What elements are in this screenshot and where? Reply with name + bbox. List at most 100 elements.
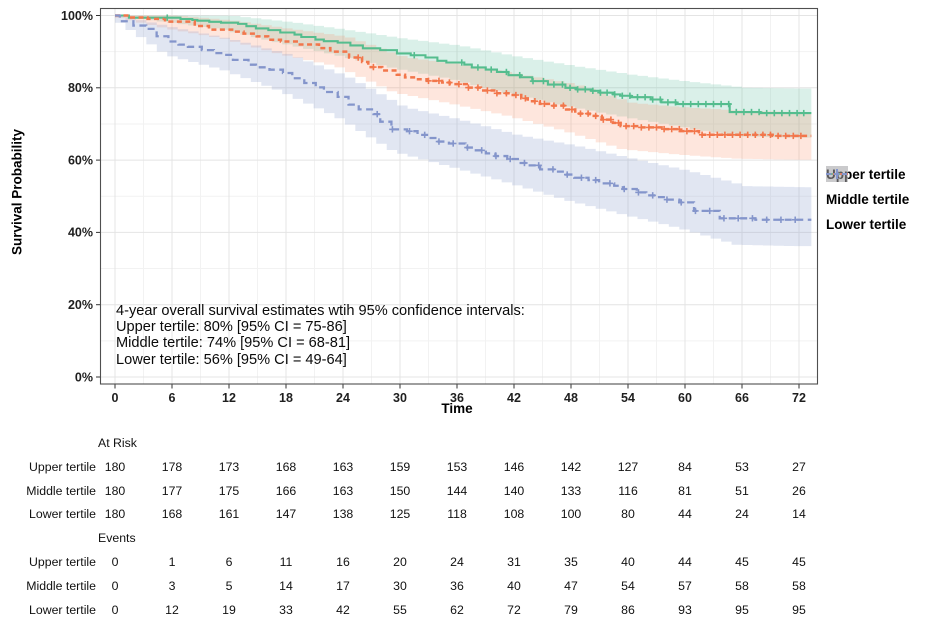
legend-label: Lower tertile xyxy=(826,216,907,232)
risk-table-value: 6 xyxy=(225,555,233,569)
risk-table-value: 54 xyxy=(621,579,635,593)
risk-table-value: 53 xyxy=(735,460,749,474)
legend-item: Middle tertile xyxy=(826,166,910,208)
risk-table-row-label: Middle tertile xyxy=(26,579,96,593)
svg-text:80%: 80% xyxy=(68,81,93,95)
annotation-line: Lower tertile: 56% [95% CI = 49-64] xyxy=(116,351,347,368)
risk-table-value: 180 xyxy=(104,507,126,521)
risk-table-value: 31 xyxy=(507,555,521,569)
risk-table-value: 81 xyxy=(678,484,692,498)
risk-table-value: 138 xyxy=(332,507,354,521)
risk-table-value: 159 xyxy=(389,460,411,474)
risk-table-value: 163 xyxy=(332,460,354,474)
risk-table-value: 140 xyxy=(503,484,525,498)
risk-table-row-label: Lower tertile xyxy=(29,603,96,617)
risk-table-value: 19 xyxy=(222,603,236,617)
svg-text:72: 72 xyxy=(792,391,806,405)
risk-table-value: 26 xyxy=(792,484,806,498)
risk-table-value: 11 xyxy=(279,555,293,569)
risk-table-value: 12 xyxy=(165,603,179,617)
svg-text:54: 54 xyxy=(621,391,635,405)
risk-table-value: 42 xyxy=(336,603,350,617)
risk-table-value: 24 xyxy=(735,507,749,521)
risk-table-value: 86 xyxy=(621,603,635,617)
svg-text:100%: 100% xyxy=(61,9,93,23)
risk-table-value: 166 xyxy=(275,484,297,498)
risk-table-value: 79 xyxy=(564,603,578,617)
svg-text:24: 24 xyxy=(336,391,350,405)
risk-table-value: 161 xyxy=(218,507,240,521)
risk-table-value: 0 xyxy=(111,555,119,569)
risk-table-value: 44 xyxy=(678,555,692,569)
annotation-line: 4-year overall survival estimates wtih 9… xyxy=(116,303,525,319)
svg-text:66: 66 xyxy=(735,391,749,405)
risk-table-value: 177 xyxy=(161,484,183,498)
risk-table-value: 3 xyxy=(168,579,176,593)
svg-text:0: 0 xyxy=(112,391,119,405)
svg-text:60: 60 xyxy=(678,391,692,405)
svg-text:0%: 0% xyxy=(75,370,93,384)
risk-table-value: 44 xyxy=(678,507,692,521)
risk-table-value: 0 xyxy=(111,603,119,617)
legend-label: Middle tertile xyxy=(826,191,910,207)
risk-table-value: 178 xyxy=(161,460,183,474)
risk-table-value: 17 xyxy=(336,579,350,593)
annotation-box: 4-year overall survival estimates wtih 9… xyxy=(116,303,525,368)
risk-table-value: 100 xyxy=(560,507,582,521)
risk-table-value: 58 xyxy=(792,579,806,593)
risk-table-value: 147 xyxy=(275,507,297,521)
risk-table-value: 146 xyxy=(503,460,525,474)
risk-table-value: 142 xyxy=(560,460,582,474)
risk-table-value: 168 xyxy=(161,507,183,521)
risk-table-value: 30 xyxy=(393,579,407,593)
legend-key-icon xyxy=(826,166,848,182)
risk-table-value: 51 xyxy=(735,484,749,498)
risk-table-value: 108 xyxy=(503,507,525,521)
svg-text:48: 48 xyxy=(564,391,578,405)
risk-table-value: 62 xyxy=(450,603,464,617)
risk-table-value: 1 xyxy=(168,555,176,569)
risk-table-value: 150 xyxy=(389,484,411,498)
risk-table-value: 116 xyxy=(618,484,638,498)
risk-table-value: 180 xyxy=(104,484,126,498)
risk-table-value: 127 xyxy=(617,460,639,474)
svg-text:20%: 20% xyxy=(68,298,93,312)
risk-table-value: 80 xyxy=(621,507,635,521)
risk-table-value: 55 xyxy=(393,603,407,617)
risk-table-value: 36 xyxy=(450,579,464,593)
risk-table-value: 133 xyxy=(560,484,582,498)
risk-table-value: 144 xyxy=(446,484,468,498)
risk-table-value: 125 xyxy=(389,507,411,521)
risk-table-value: 95 xyxy=(735,603,749,617)
risk-table-row-label: Upper tertile xyxy=(29,555,96,569)
svg-text:18: 18 xyxy=(279,391,293,405)
risk-table-value: 45 xyxy=(735,555,749,569)
risk-table-value: 180 xyxy=(104,460,126,474)
risk-table-value: 40 xyxy=(621,555,635,569)
risk-table-value: 57 xyxy=(678,579,692,593)
risk-table-value: 173 xyxy=(218,460,240,474)
risk-table-value: 93 xyxy=(678,603,692,617)
svg-text:12: 12 xyxy=(222,391,236,405)
annotation-line: Middle tertile: 74% [95% CI = 68-81] xyxy=(116,335,351,352)
svg-text:40%: 40% xyxy=(68,226,93,240)
risk-table-value: 5 xyxy=(225,579,233,593)
risk-table-value: 24 xyxy=(450,555,464,569)
risk-table-value: 163 xyxy=(332,484,354,498)
risk-table-value: 175 xyxy=(218,484,240,498)
risk-table-value: 35 xyxy=(564,555,578,569)
risk-table-value: 20 xyxy=(393,555,407,569)
risk-table-value: 33 xyxy=(279,603,293,617)
annotation-line: Upper tertile: 80% [95% CI = 75-86] xyxy=(116,319,347,336)
legend-label: Upper tertile xyxy=(826,166,906,182)
risk-table-value: 16 xyxy=(336,555,350,569)
svg-text:30: 30 xyxy=(393,391,407,405)
risk-table-row-label: Lower tertile xyxy=(29,507,96,521)
svg-text:42: 42 xyxy=(507,391,521,405)
risk-table-value: 0 xyxy=(111,579,119,593)
risk-table-value: 14 xyxy=(792,507,806,521)
risk-table-value: 58 xyxy=(735,579,749,593)
svg-text:36: 36 xyxy=(450,391,464,405)
risk-table-value: 45 xyxy=(792,555,806,569)
